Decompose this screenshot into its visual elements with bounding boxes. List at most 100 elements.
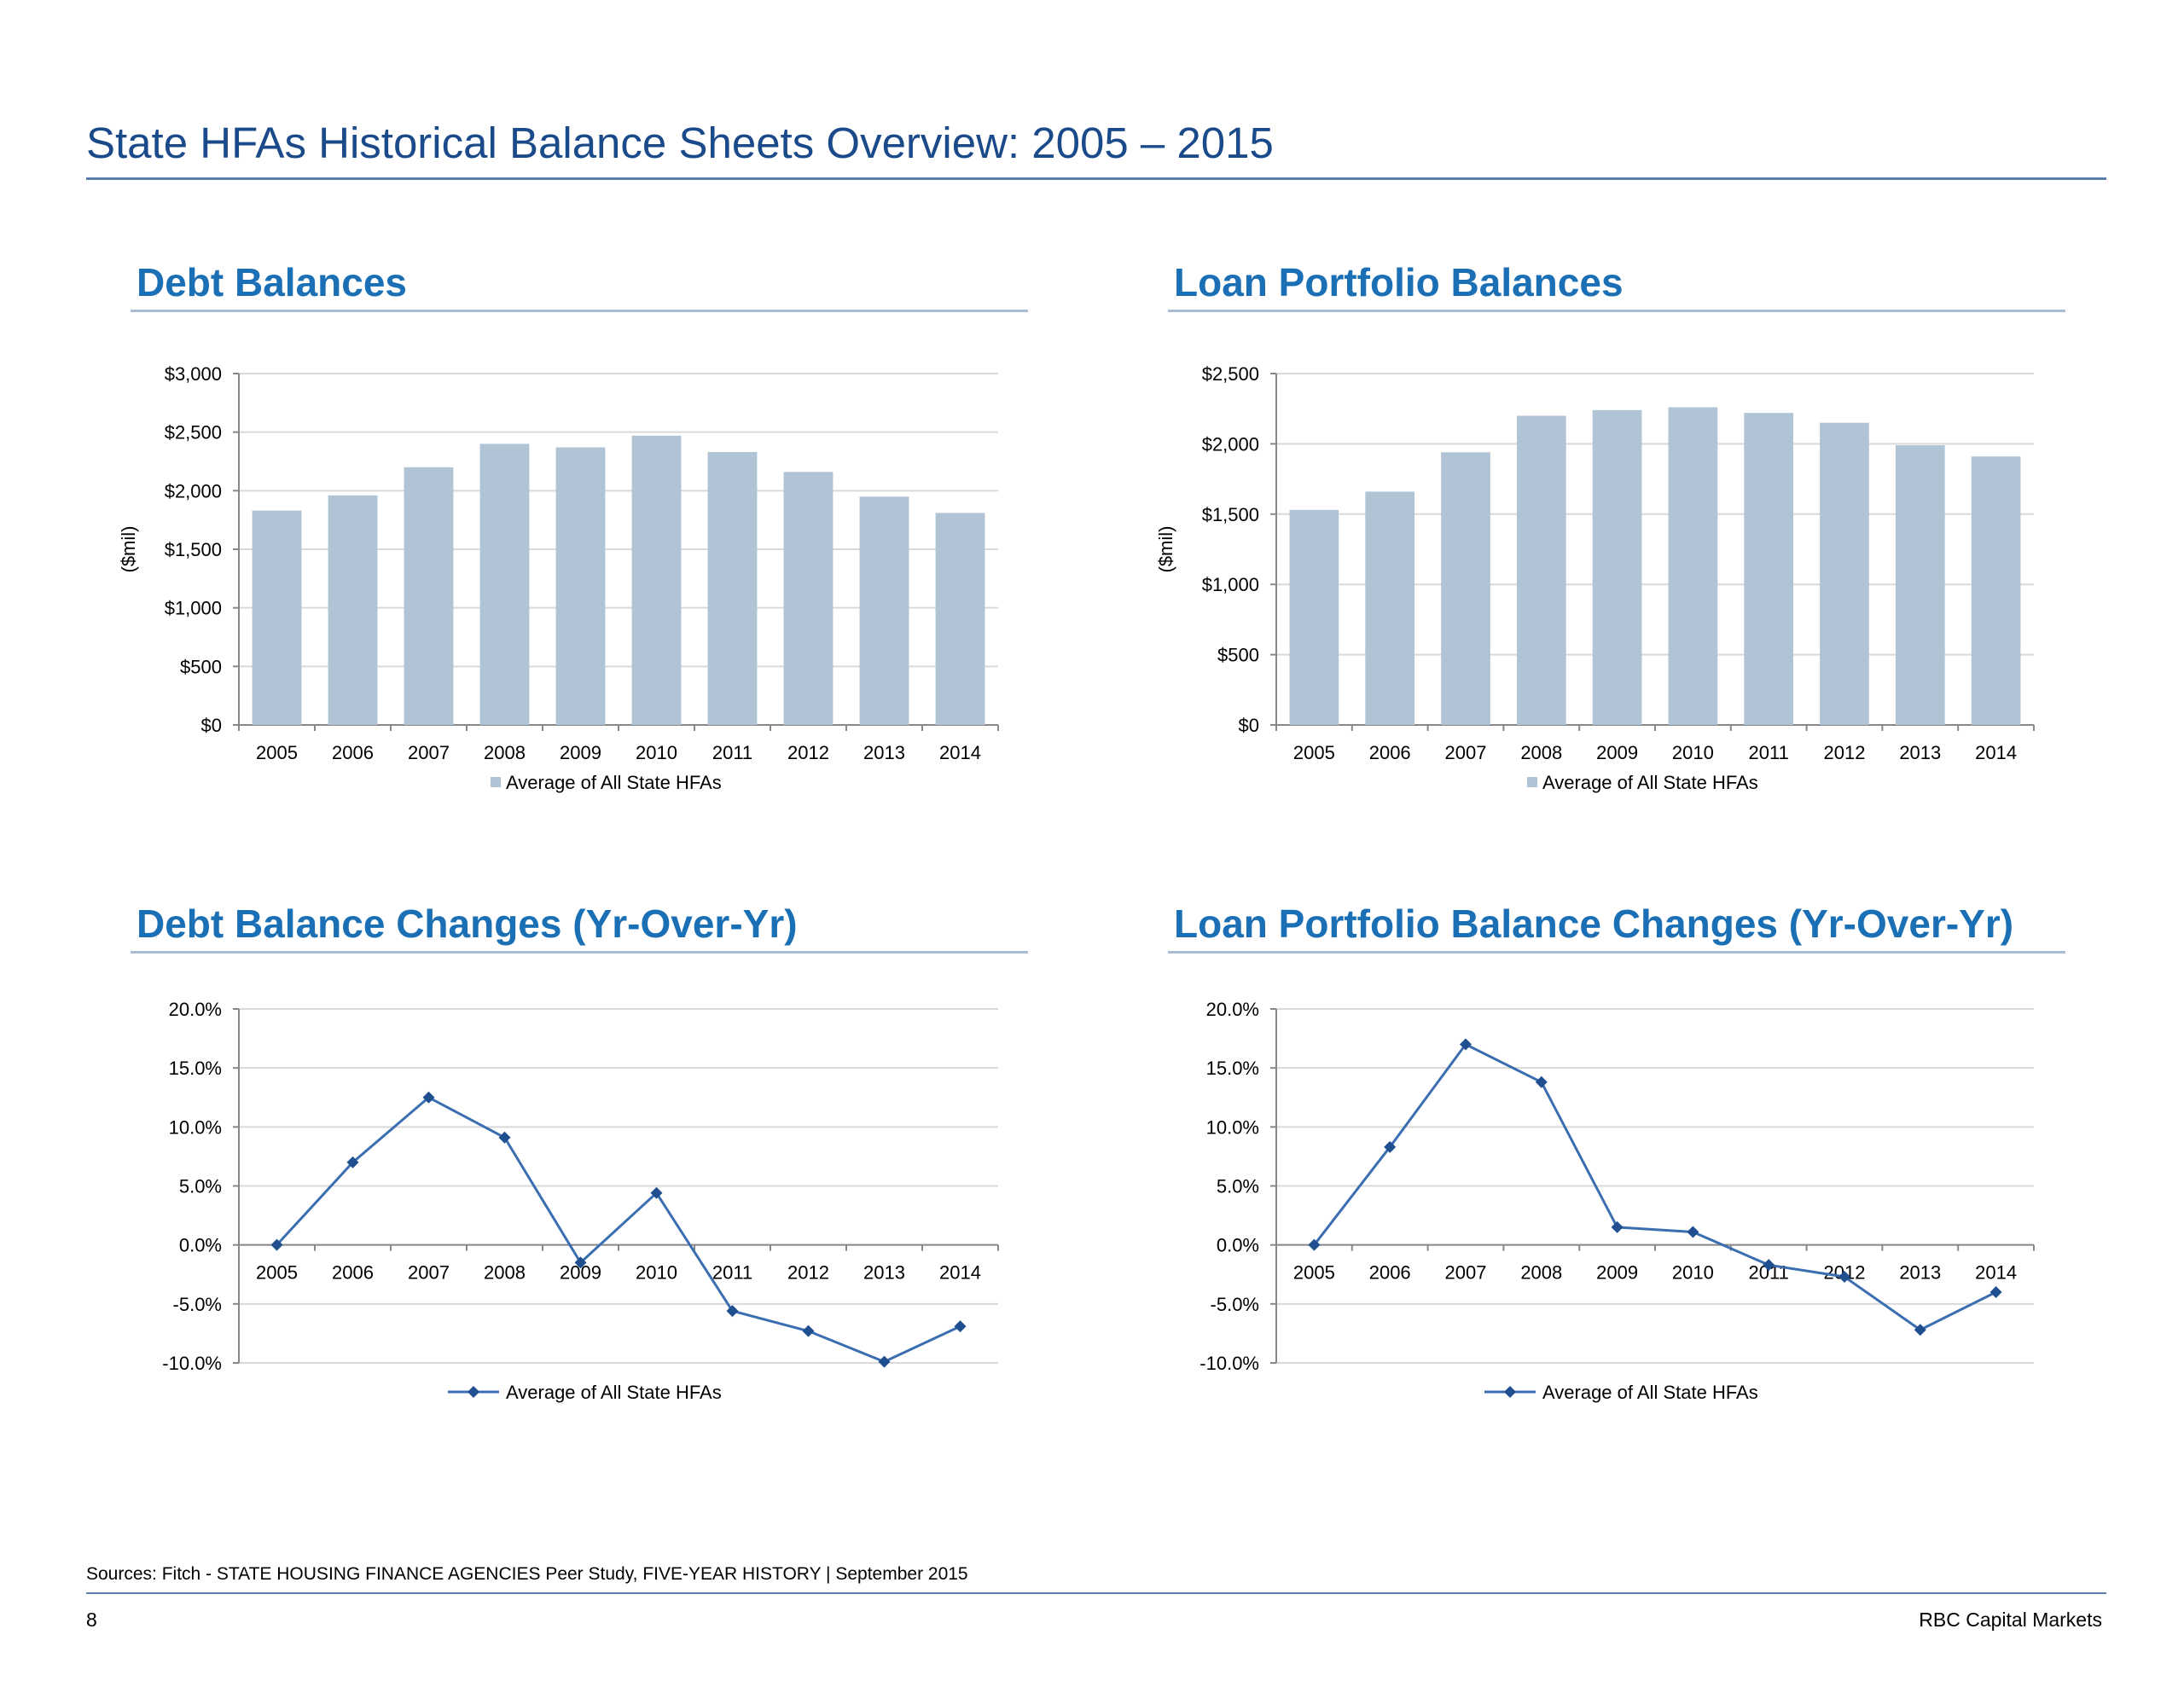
section-title-loan: Loan Portfolio Balances [1174, 260, 1623, 304]
chart3-ytick-label: 15.0% [1206, 1058, 1259, 1079]
chart3-ytick-label: 5.0% [1217, 1176, 1259, 1197]
section-title-loan-change: Loan Portfolio Balance Changes (Yr-Over-… [1174, 901, 2014, 946]
chart1-bar [1441, 452, 1490, 725]
title-divider [86, 177, 2106, 180]
chart3-xtick-label: 2007 [1445, 1262, 1487, 1284]
chart2-legend-label: Average of All State HFAs [506, 1382, 722, 1403]
chart2-point [498, 1131, 511, 1144]
chart2-ytick-label: -5.0% [173, 1294, 222, 1315]
chart1-bar [1516, 415, 1566, 725]
chart1-bar [1365, 491, 1415, 725]
chart2-ytick-label: -10.0% [162, 1353, 222, 1374]
chart1-bar [1289, 509, 1339, 725]
chart2-ytick-label: 10.0% [169, 1116, 222, 1138]
chart3-point [1838, 1271, 1850, 1284]
chart3-xtick-label: 2009 [1596, 1262, 1638, 1284]
chart3-series-line [1313, 1042, 1997, 1332]
chart0-bar [707, 452, 758, 725]
chart0-bar [783, 472, 834, 725]
chart0-ytick-label: $2,500 [165, 422, 222, 443]
chart2-point [954, 1320, 967, 1333]
page-number: 8 [86, 1609, 97, 1631]
chart0-legend-label: Average of All State HFAs [506, 772, 722, 793]
chart1-xtick-label: 2007 [1445, 742, 1487, 763]
chart1-legend-swatch [1527, 777, 1537, 787]
chart2-xtick-label: 2011 [712, 1262, 752, 1284]
chart3-xtick-label: 2008 [1520, 1262, 1562, 1284]
chart3-legend-marker [1504, 1386, 1516, 1398]
chart1-xtick-label: 2014 [1975, 742, 2017, 763]
chart0-ytick-label: $0 [201, 715, 222, 736]
chart0-xtick-label: 2005 [256, 742, 298, 763]
chart1-ytick-label: $0 [1239, 715, 1259, 736]
chart1-bar [1668, 407, 1718, 725]
chart1-bar [1895, 445, 1945, 725]
chart1-xtick-label: 2010 [1672, 742, 1714, 763]
chart3-xtick-label: 2010 [1672, 1262, 1714, 1284]
chart2-point [574, 1256, 587, 1269]
chart0-bar [328, 495, 378, 725]
sources-note: Sources: Fitch - STATE HOUSING FINANCE A… [86, 1564, 968, 1584]
chart0-ytick-label: $500 [180, 656, 222, 677]
chart2-point [270, 1238, 283, 1251]
chart1-ytick-label: $1,000 [1202, 574, 1259, 595]
chart3-legend-label: Average of All State HFAs [1542, 1382, 1758, 1403]
section-title-debt-change: Debt Balance Changes (Yr-Over-Yr) [136, 901, 798, 946]
section-divider-debt-change [131, 951, 1028, 954]
chart2-xtick-label: 2008 [484, 1262, 526, 1284]
chart1-bar [1820, 422, 1869, 725]
company-name: RBC Capital Markets [1919, 1609, 2102, 1631]
chart3-xtick-label: 2005 [1293, 1262, 1335, 1284]
chart1-ytick-label: $1,500 [1202, 504, 1259, 525]
chart0-ytick-label: $3,000 [165, 363, 222, 385]
chart0-xtick-label: 2010 [636, 742, 677, 763]
chart0-bar [859, 496, 909, 725]
section-divider-debt [131, 310, 1028, 312]
chart3-xtick-label: 2014 [1975, 1262, 2017, 1284]
chart3-point [1763, 1259, 1775, 1272]
chart2-legend-marker [468, 1386, 479, 1398]
chart0-bar [555, 447, 606, 725]
chart0-xtick-label: 2011 [712, 742, 752, 763]
chart2-ytick-label: 15.0% [169, 1058, 222, 1079]
chart0-bar [631, 435, 682, 725]
chart0-xtick-label: 2009 [560, 742, 601, 763]
chart3-point [1914, 1324, 1926, 1336]
chart2-xtick-label: 2010 [636, 1262, 677, 1284]
chart3-ytick-label: 20.0% [1206, 999, 1259, 1020]
chart3-point [1535, 1075, 1548, 1088]
chart2-point [346, 1156, 359, 1168]
chart1-xtick-label: 2012 [1824, 742, 1866, 763]
chart0-legend-swatch [491, 777, 501, 787]
page-title: State HFAs Historical Balance Sheets Ove… [86, 119, 1274, 167]
chart2-ytick-label: 0.0% [179, 1235, 222, 1256]
chart0-xtick-label: 2006 [332, 742, 374, 763]
chart0-xtick-label: 2008 [484, 742, 526, 763]
chart2-point [422, 1091, 435, 1104]
chart1-ytick-label: $2,000 [1202, 433, 1259, 455]
chart3-ytick-label: 0.0% [1217, 1235, 1259, 1256]
chart0-xtick-label: 2014 [939, 742, 981, 763]
chart0-ytick-label: $1,500 [165, 539, 222, 560]
chart1-xtick-label: 2006 [1369, 742, 1411, 763]
chart0-bar [935, 513, 985, 725]
chart2-point [650, 1186, 663, 1199]
chart3-point [1989, 1286, 2002, 1298]
chart0-ylabel: ($mil) [118, 526, 139, 573]
chart1-xtick-label: 2013 [1899, 742, 1941, 763]
chart2-ytick-label: 5.0% [179, 1176, 222, 1197]
chart0-ytick-label: $2,000 [165, 480, 222, 501]
chart1-xtick-label: 2005 [1293, 742, 1335, 763]
section-divider-loan [1168, 310, 2065, 312]
chart3-point [1687, 1226, 1699, 1238]
chart2-ytick-label: 20.0% [169, 999, 222, 1020]
chart1-legend-label: Average of All State HFAs [1542, 772, 1758, 793]
chart1-bar [1971, 456, 2021, 725]
chart3-ytick-label: -10.0% [1199, 1353, 1259, 1374]
section-title-debt: Debt Balances [136, 260, 408, 304]
chart3-ytick-label: 10.0% [1206, 1116, 1259, 1138]
chart2-point [802, 1325, 815, 1337]
chart1-ytick-label: $2,500 [1202, 363, 1259, 385]
footer-divider [86, 1592, 2106, 1594]
